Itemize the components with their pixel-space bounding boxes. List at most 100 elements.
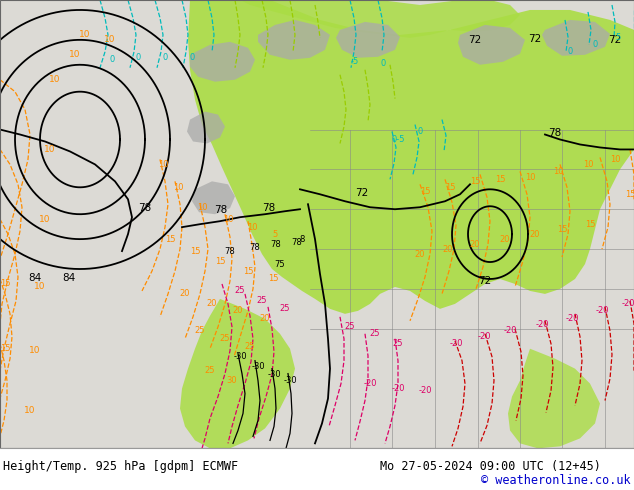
- Text: 78: 78: [250, 243, 261, 251]
- Text: 20: 20: [443, 245, 453, 254]
- Text: -20: -20: [535, 320, 549, 329]
- Text: 0: 0: [136, 53, 141, 62]
- Text: 10: 10: [69, 50, 81, 59]
- Text: -30: -30: [251, 362, 265, 371]
- Polygon shape: [336, 22, 400, 58]
- Text: 0: 0: [417, 127, 423, 136]
- Polygon shape: [192, 181, 235, 214]
- Text: -20: -20: [450, 339, 463, 348]
- Text: 20: 20: [207, 299, 217, 308]
- Text: Height/Temp. 925 hPa [gdpm] ECMWF: Height/Temp. 925 hPa [gdpm] ECMWF: [3, 460, 238, 473]
- Text: 30: 30: [227, 376, 237, 385]
- Text: 15: 15: [420, 187, 430, 196]
- Text: 25: 25: [245, 342, 256, 351]
- Text: 15: 15: [557, 224, 567, 234]
- Text: -20: -20: [595, 306, 609, 316]
- Text: 78: 78: [548, 128, 561, 139]
- Text: -30: -30: [267, 370, 281, 379]
- Text: 10: 10: [553, 167, 563, 176]
- Text: -20: -20: [621, 299, 634, 308]
- Polygon shape: [508, 349, 600, 448]
- Polygon shape: [258, 20, 330, 60]
- Text: -20: -20: [363, 379, 377, 388]
- Text: 5: 5: [616, 33, 621, 42]
- Text: 20: 20: [470, 240, 480, 248]
- Text: 0: 0: [110, 55, 115, 64]
- Text: -30: -30: [283, 376, 297, 385]
- Text: 84: 84: [62, 273, 75, 283]
- Text: 15: 15: [0, 279, 10, 289]
- Text: 0: 0: [162, 53, 167, 62]
- Text: 25: 25: [370, 329, 380, 338]
- Polygon shape: [187, 112, 225, 144]
- Text: 0: 0: [380, 59, 385, 68]
- Text: 15: 15: [624, 190, 634, 199]
- Text: 25: 25: [280, 304, 290, 314]
- Text: 15: 15: [215, 257, 225, 266]
- Text: 10: 10: [610, 155, 620, 164]
- Text: 15: 15: [190, 246, 200, 256]
- Text: 20: 20: [500, 235, 510, 244]
- Text: 20: 20: [415, 249, 425, 259]
- Text: 0: 0: [190, 53, 195, 62]
- Text: 25: 25: [205, 366, 216, 375]
- Text: 72: 72: [528, 34, 541, 44]
- Text: 10: 10: [525, 173, 535, 182]
- Text: 25: 25: [257, 296, 268, 305]
- Text: 10: 10: [49, 75, 61, 84]
- Text: -20: -20: [477, 332, 491, 341]
- Text: 20: 20: [530, 230, 540, 239]
- Text: -20: -20: [503, 326, 517, 335]
- Text: 72: 72: [355, 188, 368, 198]
- Text: 10: 10: [158, 160, 168, 169]
- Text: 10: 10: [34, 282, 46, 292]
- Text: 0: 0: [567, 48, 573, 56]
- Text: 15: 15: [268, 274, 278, 284]
- Text: 15: 15: [495, 175, 505, 184]
- Text: 10: 10: [39, 215, 51, 224]
- Text: 78: 78: [224, 246, 235, 256]
- Text: 0: 0: [592, 40, 598, 49]
- Text: 10: 10: [24, 406, 36, 415]
- Text: © weatheronline.co.uk: © weatheronline.co.uk: [481, 474, 631, 487]
- Text: -20: -20: [566, 314, 579, 323]
- Text: 25: 25: [345, 322, 355, 331]
- Text: 15: 15: [470, 177, 480, 186]
- Text: 10: 10: [223, 215, 233, 224]
- Text: 25: 25: [392, 339, 403, 348]
- Text: 10: 10: [29, 346, 41, 355]
- Text: 20: 20: [260, 314, 270, 323]
- Text: 10: 10: [197, 203, 207, 212]
- Text: 78: 78: [271, 240, 281, 248]
- Text: 15: 15: [585, 220, 595, 229]
- Text: 78: 78: [292, 238, 302, 246]
- Text: 20: 20: [180, 290, 190, 298]
- Text: 10: 10: [104, 35, 116, 45]
- Polygon shape: [240, 0, 520, 38]
- Polygon shape: [188, 0, 634, 314]
- Text: 72: 72: [468, 35, 481, 45]
- Text: 78: 78: [214, 205, 227, 215]
- Text: 15: 15: [165, 235, 175, 244]
- Text: Mo 27-05-2024 09:00 UTC (12+45): Mo 27-05-2024 09:00 UTC (12+45): [380, 460, 601, 473]
- Text: 10: 10: [172, 183, 183, 192]
- Text: -30: -30: [233, 352, 247, 361]
- Text: 8: 8: [299, 235, 305, 244]
- Text: 10: 10: [583, 160, 593, 169]
- Text: 0-5: 0-5: [391, 135, 404, 144]
- Text: 25: 25: [235, 287, 245, 295]
- Polygon shape: [180, 299, 295, 448]
- Text: 25: 25: [220, 334, 230, 343]
- Text: 15: 15: [444, 183, 455, 192]
- Text: 10: 10: [44, 145, 56, 154]
- Polygon shape: [542, 20, 610, 56]
- Polygon shape: [190, 42, 255, 82]
- Text: 20: 20: [233, 306, 243, 316]
- Polygon shape: [458, 25, 525, 65]
- Text: 78: 78: [138, 203, 152, 213]
- Text: 78: 78: [262, 203, 275, 213]
- Text: -5: -5: [351, 57, 359, 66]
- Text: 10: 10: [247, 222, 257, 232]
- Text: 72: 72: [608, 35, 621, 45]
- Text: -20: -20: [418, 386, 432, 395]
